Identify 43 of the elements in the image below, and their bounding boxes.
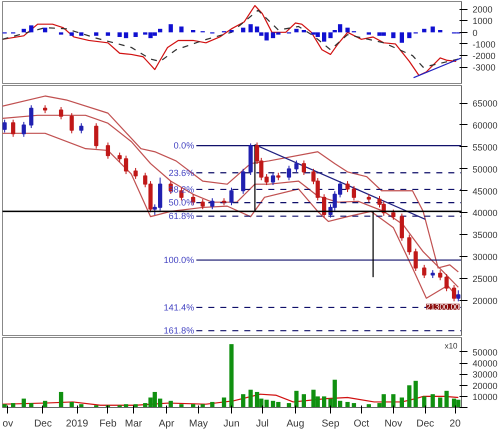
y-tick-label: 45000 (472, 186, 498, 196)
y-tick-label: 40000 (472, 358, 498, 369)
y-tick-label: 20000 (472, 296, 498, 306)
x-tick-label: Oct (354, 418, 370, 430)
annotation: 61.8% (168, 211, 194, 222)
y-tick-label: 40000 (472, 208, 498, 218)
x-tick-label: Mar (124, 418, 143, 430)
y-tick-label: 2000 (472, 4, 493, 15)
x-tick-label: 2019 (66, 418, 89, 430)
y-tick-label: 55000 (472, 142, 498, 152)
annotation: 0.0% (174, 140, 194, 151)
annotation: 100.0% (164, 255, 194, 266)
x-tick-label: Sep (322, 418, 340, 430)
x-tick-label: ov (2, 418, 14, 430)
y-tick-label: 1000 (472, 16, 493, 26)
x-tick-label: May (189, 418, 208, 430)
y-tick-label: 25000 (472, 274, 498, 284)
x-tick-label: Nov (384, 418, 402, 430)
x-tick-label: Feb (99, 418, 117, 430)
y-tick-label: -2000 (472, 51, 496, 62)
y-tick-label: 50000 (472, 347, 498, 358)
x-tick-label: Dec (416, 418, 434, 430)
y-tick-label: 65000 (472, 98, 498, 109)
y-tick-label: 50000 (472, 164, 498, 174)
annotation: x10 (444, 342, 458, 350)
x-tick-label: Apr (158, 418, 175, 430)
x-tick-label: 20 (450, 418, 462, 430)
y-tick-label: 10000 (472, 392, 498, 402)
x-tick-label: Dec (34, 418, 52, 430)
y-tick-label: -3000 (472, 62, 496, 73)
annotation: 161.8% (164, 326, 194, 336)
y-tick-label: 30000 (472, 252, 498, 262)
y-tick-label: 20000 (472, 380, 498, 391)
y-tick-label: 30000 (472, 370, 498, 380)
y-tick-label: 0 (472, 28, 478, 38)
y-tick-label: 60000 (472, 120, 498, 130)
y-tick-label: 35000 (472, 230, 498, 240)
annotation: 21300.00 (426, 302, 460, 312)
x-tick-label: Aug (286, 418, 304, 430)
x-tick-label: Jun (223, 418, 240, 430)
x-tick-label: Jul (256, 418, 269, 430)
y-tick-label: -1000 (472, 39, 496, 50)
annotation: 141.4% (164, 302, 194, 312)
